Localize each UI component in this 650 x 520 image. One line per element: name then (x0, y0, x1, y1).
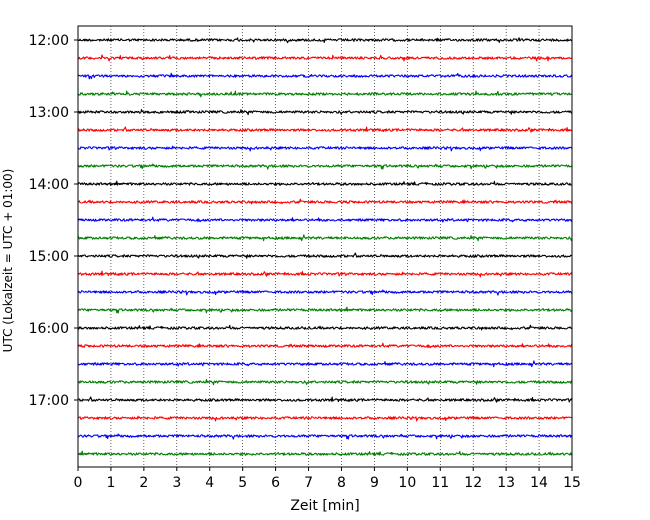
trace-line (77, 415, 573, 422)
trace-line (77, 109, 573, 116)
x-axis-ticks: 0 1 2 3 4 5 6 7 8 9 10 11 12 13 14 15 (74, 467, 581, 491)
x-tick-label: 15 (563, 475, 581, 491)
x-tick-label: 11 (431, 475, 449, 491)
trace-line (77, 216, 573, 223)
trace-line (77, 306, 573, 314)
trace-line (77, 145, 573, 152)
trace-line (77, 360, 573, 368)
trace-line (77, 180, 573, 186)
trace-line (77, 252, 573, 259)
x-tick-label: 2 (139, 475, 148, 491)
x-tick-label: 0 (74, 475, 83, 491)
x-tick-label: 10 (398, 475, 416, 491)
x-tick-label: 5 (238, 475, 247, 491)
trace-line (77, 379, 573, 386)
x-tick-label: 6 (271, 475, 280, 491)
y-axis-ticks: 12:00 13:00 14:00 15:00 16:00 17:00 (29, 33, 78, 409)
trace-line (77, 198, 573, 205)
trace-line (77, 37, 573, 44)
trace-line (77, 126, 573, 133)
trace-line (77, 90, 573, 98)
y-tick-label: 12:00 (29, 33, 69, 49)
x-tick-label: 3 (172, 475, 181, 491)
y-tick-label: 14:00 (29, 177, 69, 193)
x-tick-label: 8 (337, 475, 346, 491)
trace-line (77, 163, 573, 170)
y-tick-label: 15:00 (29, 249, 69, 265)
x-tick-label: 4 (205, 475, 214, 491)
x-tick-label: 12 (464, 475, 482, 491)
trace-line (77, 270, 573, 278)
x-tick-label: 7 (304, 475, 313, 491)
trace-line (77, 396, 573, 403)
x-tick-label: 13 (497, 475, 515, 491)
trace-line (77, 433, 573, 440)
y-tick-label: 16:00 (29, 321, 69, 337)
plot-frame (77, 25, 573, 468)
x-tick-label: 9 (370, 475, 379, 491)
trace-line (77, 324, 573, 331)
trace-line (77, 72, 573, 80)
trace-line (77, 289, 573, 296)
x-axis-label: Zeit [min] (290, 498, 359, 514)
y-tick-label: 17:00 (29, 393, 69, 409)
trace-line (77, 234, 573, 242)
trace-line (77, 342, 573, 349)
y-tick-label: 13:00 (29, 105, 69, 121)
x-tick-label: 14 (530, 475, 548, 491)
trace-series (77, 37, 573, 456)
y-axis-label: UTC (Lokalzeit = UTC + 01:00) (1, 169, 15, 353)
x-tick-label: 1 (106, 475, 115, 491)
trace-line (77, 54, 573, 62)
trace-line (77, 450, 573, 456)
